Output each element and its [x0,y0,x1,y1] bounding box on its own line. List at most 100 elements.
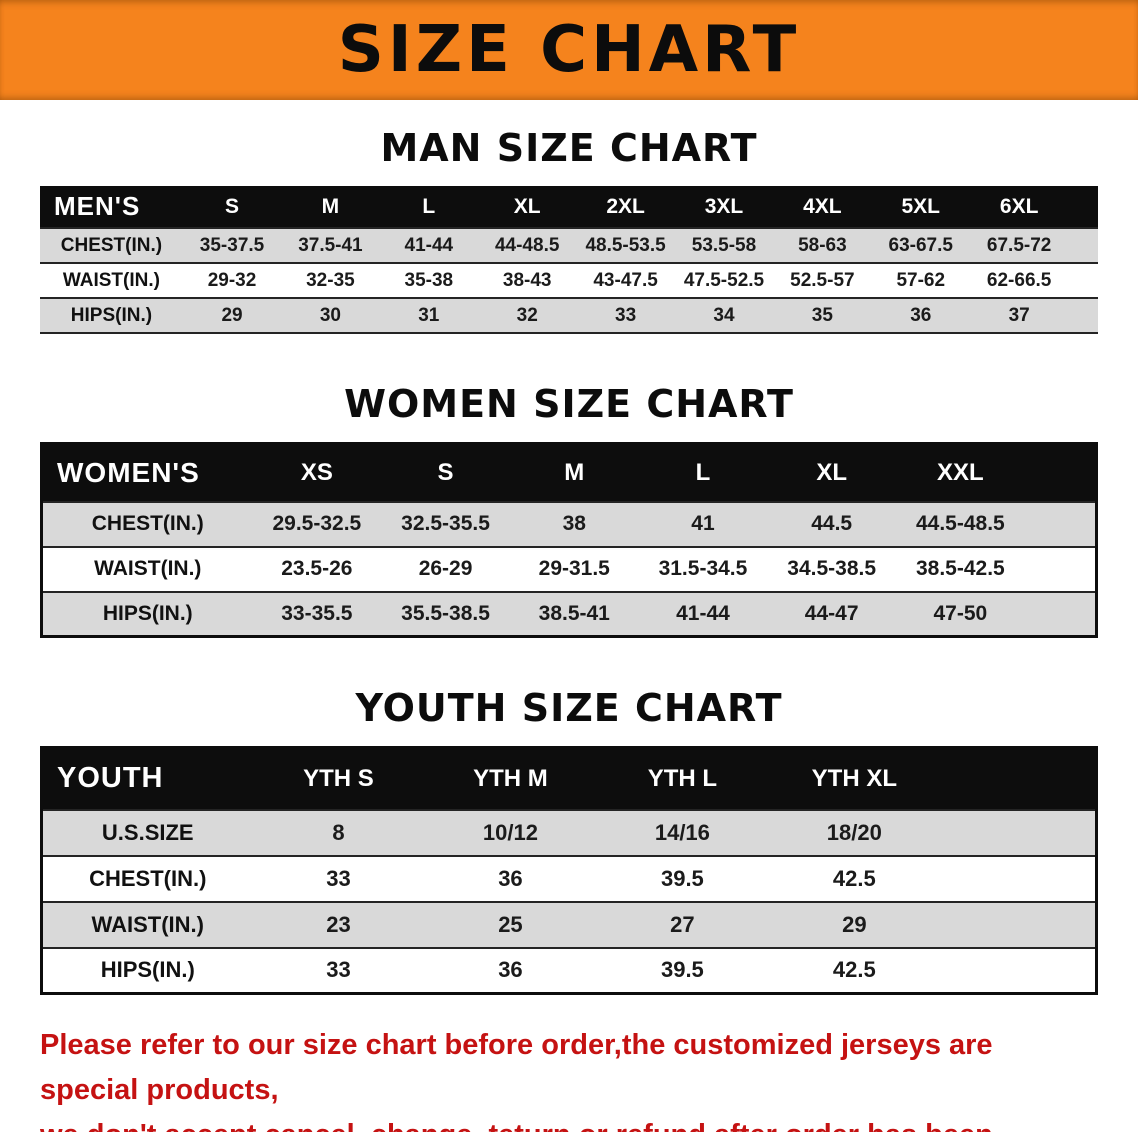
notice-line-2: we don't accept cancel, change, teturn o… [40,1113,1098,1132]
table-header-row: MEN'S S M L XL 2XL 3XL 4XL 5XL 6XL [40,186,1098,228]
section-youth: YOUTH SIZE CHART YOUTH YTH S YTH M YTH L YTH … [0,686,1138,995]
table-row: U.S.SIZE 8 10/12 14/16 18/20 [41,808,1097,856]
table-header-row: YOUTH YTH S YTH M YTH L YTH XL [41,747,1097,810]
size-header-cell: YTH M [424,747,597,810]
size-value-cell: 36 [424,946,597,994]
table-row: HIPS(IN.) 33-35.5 35.5-38.5 38.5-41 41-44 44-… [41,590,1097,637]
size-value-cell: 44.5-48.5 [896,500,1025,547]
size-value-cell: 33-35.5 [252,590,382,637]
size-value-cell: 37.5-41 [281,227,380,263]
size-header-cell: XL [478,186,577,228]
table-title-cell: YOUTH [41,747,253,810]
table-row: HIPS(IN.) 29 30 31 32 33 34 35 36 37 [40,297,1098,333]
size-value-cell: 48.5-53.5 [576,227,675,263]
size-value-cell: 29-31.5 [509,545,639,592]
size-header-cell: S [381,443,510,502]
size-header-cell: L [379,186,478,228]
row-label-cell: WAIST(IN.) [41,900,253,948]
size-charts-container: MAN SIZE CHART MEN'S S M L XL 2XL 3XL 4XL 5XL 6XL C… [0,126,1138,995]
table-row: WAIST(IN.) 29-32 32-35 35-38 38-43 43-47.5 47.… [40,262,1098,298]
size-value-cell: 33 [252,946,425,994]
table-row: CHEST(IN.) 33 36 39.5 42.5 [41,854,1097,902]
size-value-cell: 44-48.5 [478,227,577,263]
size-value-cell: 35-38 [379,262,478,298]
size-value-cell: 41 [638,500,768,547]
section-heading-youth: YOUTH SIZE CHART [355,686,783,730]
page-title: SIZE CHART [337,13,801,87]
size-value-cell: 43-47.5 [576,262,675,298]
size-value-cell: 30 [281,297,380,333]
banner: SIZE CHART [0,0,1138,100]
size-value-cell: 53.5-58 [674,227,774,263]
row-label-cell: WAIST(IN.) [41,545,253,592]
size-value-cell: 14/16 [596,808,769,856]
row-filler-cell [940,946,1097,994]
row-label-cell: CHEST(IN.) [41,854,253,902]
size-value-cell: 35 [773,297,872,333]
size-header-cell: 4XL [773,186,872,228]
row-filler-cell [1024,500,1097,547]
section-heading-men: MAN SIZE CHART [380,126,758,170]
size-header-cell: XXL [896,443,1025,502]
size-header-cell: 5XL [871,186,970,228]
table-header-row: WOMEN'S XS S M L XL XXL [41,443,1097,502]
size-value-cell: 23 [252,900,425,948]
section-men: MAN SIZE CHART MEN'S S M L XL 2XL 3XL 4XL 5XL 6XL C… [0,126,1138,334]
size-value-cell: 38.5-42.5 [896,545,1025,592]
size-header-cell: S [182,186,282,228]
size-value-cell: 42.5 [768,854,941,902]
size-header-cell: M [509,443,639,502]
size-value-cell: 8 [252,808,425,856]
size-value-cell: 32.5-35.5 [381,500,510,547]
size-value-cell: 63-67.5 [871,227,970,263]
table-row: HIPS(IN.) 33 36 39.5 42.5 [41,946,1097,994]
size-value-cell: 29 [182,297,282,333]
size-header-cell: YTH L [596,747,769,810]
size-value-cell: 58-63 [773,227,872,263]
row-filler-cell [940,808,1097,856]
size-value-cell: 41-44 [379,227,478,263]
table-row: CHEST(IN.) 29.5-32.5 32.5-35.5 38 41 44.5 44.5… [41,500,1097,547]
size-header-cell: L [638,443,768,502]
size-value-cell: 23.5-26 [252,545,382,592]
header-filler-cell [1024,443,1097,502]
size-value-cell: 67.5-72 [969,227,1069,263]
size-value-cell: 52.5-57 [773,262,872,298]
men-size-table: MEN'S S M L XL 2XL 3XL 4XL 5XL 6XL CHEST(IN.) 35-37… [40,186,1098,334]
size-value-cell: 33 [576,297,675,333]
size-header-cell: 3XL [674,186,774,228]
row-label-cell: WAIST(IN.) [40,262,183,298]
size-value-cell: 27 [596,900,769,948]
size-value-cell: 36 [424,854,597,902]
size-value-cell: 26-29 [381,545,510,592]
size-header-cell: 2XL [576,186,675,228]
size-value-cell: 41-44 [638,590,768,637]
row-filler-cell [940,900,1097,948]
size-value-cell: 38 [509,500,639,547]
size-header-cell: 6XL [969,186,1069,228]
row-filler-cell [1068,262,1098,298]
row-label-cell: U.S.SIZE [41,808,253,856]
size-value-cell: 33 [252,854,425,902]
size-value-cell: 34.5-38.5 [767,545,897,592]
size-value-cell: 18/20 [768,808,941,856]
size-value-cell: 38-43 [478,262,577,298]
size-value-cell: 47-50 [896,590,1025,637]
size-value-cell: 29 [768,900,941,948]
header-filler-cell [940,747,1097,810]
size-value-cell: 34 [674,297,774,333]
row-filler-cell [1068,227,1098,263]
size-value-cell: 47.5-52.5 [674,262,774,298]
size-value-cell: 44.5 [767,500,897,547]
row-filler-cell [940,854,1097,902]
row-filler-cell [1024,590,1097,637]
header-filler-cell [1068,186,1098,228]
size-value-cell: 29.5-32.5 [252,500,382,547]
size-value-cell: 57-62 [871,262,970,298]
size-value-cell: 35.5-38.5 [381,590,510,637]
size-value-cell: 39.5 [596,946,769,994]
size-header-cell: M [281,186,380,228]
table-title-cell: WOMEN'S [41,443,253,502]
size-value-cell: 31 [379,297,478,333]
